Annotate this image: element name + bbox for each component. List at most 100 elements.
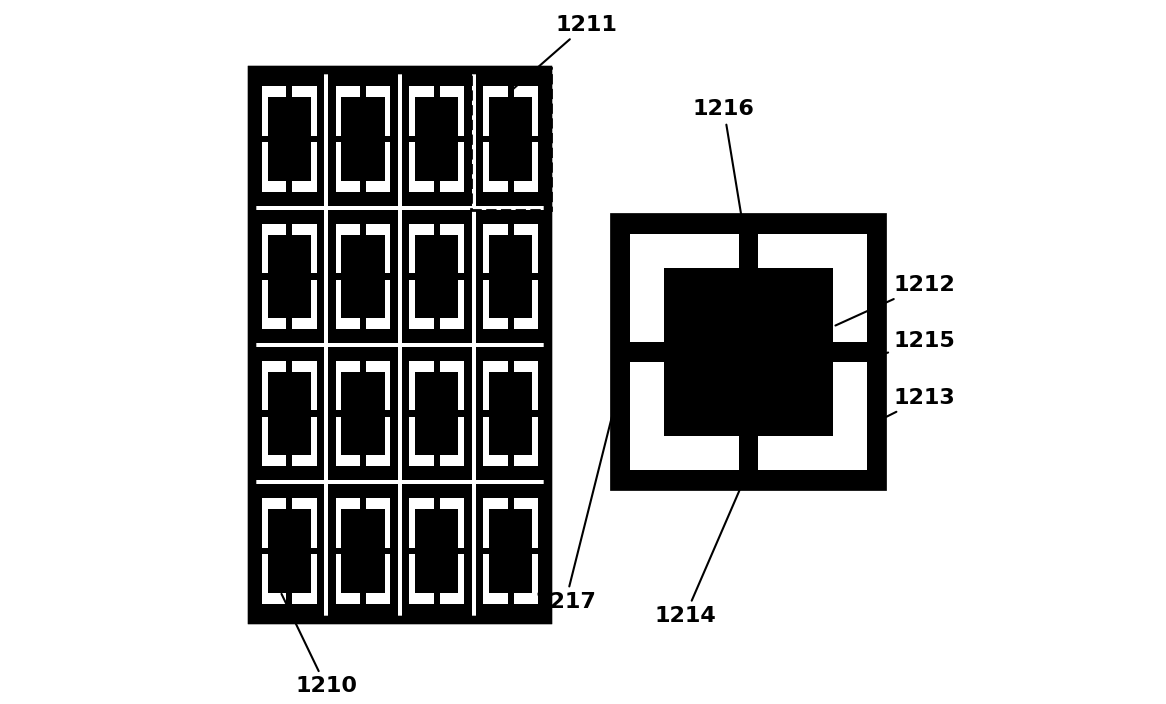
Bar [533,273,539,279]
Bar [359,360,366,372]
Bar [286,318,293,329]
Bar [310,410,316,417]
Text: 1217: 1217 [534,390,619,612]
Bar [409,224,464,329]
Bar [458,273,464,279]
Bar [507,360,514,372]
Bar [286,498,293,509]
Bar [336,86,391,192]
Bar [630,234,866,470]
Bar [630,342,663,362]
Bar [533,410,539,417]
Bar [286,455,293,466]
Bar [254,347,324,480]
Bar [434,360,441,372]
Bar [533,548,539,554]
Bar [359,593,366,603]
Bar [261,136,267,142]
Bar [261,498,316,603]
Bar [328,73,398,206]
Bar [328,484,398,617]
Bar [261,273,267,279]
Bar [614,218,883,486]
Text: 1214: 1214 [654,456,754,626]
Bar [336,224,391,329]
Bar [336,136,342,142]
Bar [342,509,385,593]
Bar [507,455,514,466]
Bar [409,410,415,417]
Text: 1211: 1211 [513,15,618,89]
Bar [359,181,366,192]
Bar [261,86,316,192]
Text: 1212: 1212 [836,275,955,325]
Bar [507,498,514,509]
Bar [342,372,385,455]
Bar [286,86,293,97]
Bar [507,318,514,329]
Text: 1216: 1216 [693,99,754,220]
Bar [402,347,472,480]
Bar [738,234,758,268]
Bar [409,136,415,142]
Bar [833,342,866,362]
Bar [484,273,490,279]
Text: 1213: 1213 [885,388,955,417]
Bar [533,136,539,142]
Bar [507,86,514,97]
Bar [434,181,441,192]
Bar [507,181,514,192]
Bar [342,234,385,318]
Bar [359,224,366,234]
Bar [286,224,293,234]
Bar [458,136,464,142]
Bar [663,268,833,436]
Bar [310,548,316,554]
Bar [507,224,514,234]
Bar [402,210,472,343]
Text: 1215: 1215 [870,332,955,358]
Bar [267,372,310,455]
Bar [458,410,464,417]
Bar [458,548,464,554]
Bar [409,273,415,279]
Bar [409,86,464,192]
Bar [434,455,441,466]
Bar [490,97,533,181]
Bar [336,273,342,279]
Bar [254,73,324,206]
Bar [385,273,391,279]
Bar [328,210,398,343]
Bar [402,484,472,617]
Bar [415,509,458,593]
Bar [286,593,293,603]
Bar [484,224,539,329]
Bar [484,548,490,554]
Bar [476,484,546,617]
Bar [261,548,267,554]
Bar [434,318,441,329]
Bar [490,234,533,318]
Bar [476,210,546,343]
Bar [359,86,366,97]
Bar [409,360,464,466]
Bar [261,224,316,329]
Bar [484,410,490,417]
Bar [484,498,539,603]
Bar [336,548,342,554]
Bar [310,136,316,142]
Bar [328,347,398,480]
Bar [261,410,267,417]
Bar [254,484,324,617]
Bar [336,410,342,417]
Bar [476,73,546,206]
Bar [409,548,415,554]
Bar [415,97,458,181]
Bar [267,234,310,318]
Bar [738,436,758,470]
Bar [402,73,472,206]
Bar [336,498,391,603]
Bar [286,181,293,192]
Bar [254,210,324,343]
Bar [434,593,441,603]
